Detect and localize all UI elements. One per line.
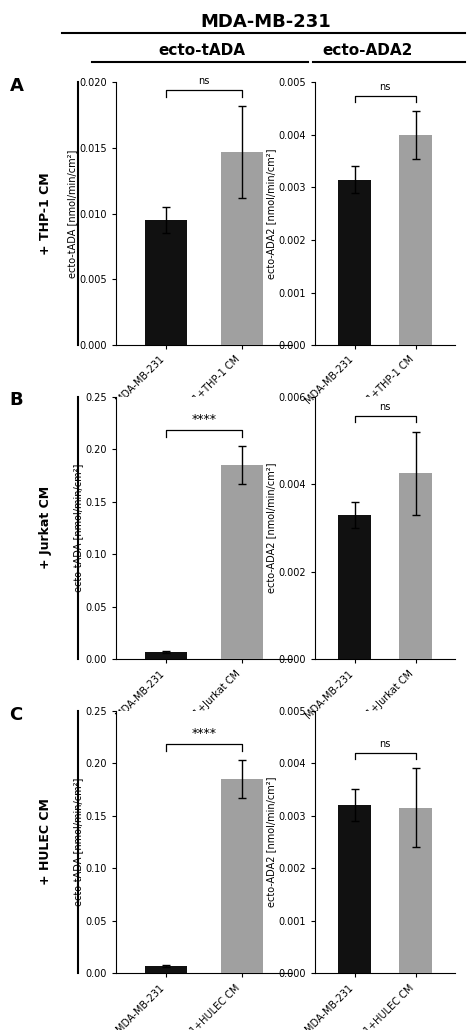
Text: ecto-ADA2: ecto-ADA2	[322, 43, 412, 59]
Y-axis label: ecto-tADA [nmol/min/cm²]: ecto-tADA [nmol/min/cm²]	[73, 778, 82, 906]
Bar	[338, 805, 372, 973]
Y-axis label: ecto-tADA [nmol/min/cm²]: ecto-tADA [nmol/min/cm²]	[73, 464, 82, 592]
Y-axis label: ecto-ADA2 [nmol/min/cm²]: ecto-ADA2 [nmol/min/cm²]	[266, 148, 276, 279]
Bar	[221, 152, 263, 345]
Bar	[338, 515, 372, 659]
Text: ****: ****	[191, 727, 216, 741]
Text: + THP-1 CM: + THP-1 CM	[38, 172, 52, 255]
Bar	[399, 135, 432, 345]
Text: C: C	[9, 706, 23, 723]
Bar	[399, 808, 432, 973]
Text: + HULEC CM: + HULEC CM	[38, 798, 52, 886]
Text: ns: ns	[198, 76, 210, 87]
Bar	[338, 179, 372, 345]
Y-axis label: ecto-tADA [nmol/min/cm²]: ecto-tADA [nmol/min/cm²]	[67, 149, 77, 278]
Text: A: A	[9, 77, 23, 95]
Bar	[145, 966, 187, 973]
Bar	[399, 473, 432, 659]
Y-axis label: ecto-ADA2 [nmol/min/cm²]: ecto-ADA2 [nmol/min/cm²]	[266, 777, 276, 907]
Bar	[145, 652, 187, 659]
Text: ns: ns	[380, 81, 391, 92]
Text: B: B	[9, 391, 23, 409]
Bar	[221, 779, 263, 973]
Y-axis label: ecto-ADA2 [nmol/min/cm²]: ecto-ADA2 [nmol/min/cm²]	[266, 462, 276, 593]
Text: ns: ns	[380, 402, 391, 412]
Bar	[221, 465, 263, 659]
Text: ****: ****	[191, 413, 216, 426]
Bar	[145, 220, 187, 345]
Text: ecto-tADA: ecto-tADA	[158, 43, 245, 59]
Text: + Jurkat CM: + Jurkat CM	[38, 486, 52, 570]
Text: MDA-MB-231: MDA-MB-231	[200, 13, 331, 31]
Text: ns: ns	[380, 739, 391, 749]
